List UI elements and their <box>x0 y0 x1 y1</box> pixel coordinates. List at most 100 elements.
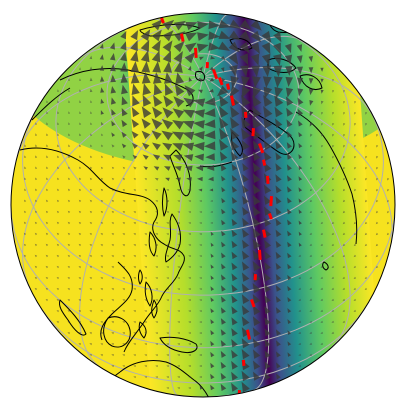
wind-vector-arrow <box>252 162 261 173</box>
wind-vector-arrow <box>375 243 379 247</box>
wind-vector-arrow <box>166 244 169 247</box>
wind-vector-arrow <box>252 76 261 88</box>
wind-vector-arrow <box>35 177 38 181</box>
wind-vector-arrow <box>173 51 183 63</box>
wind-vector-arrow <box>252 283 261 294</box>
wind-vector-arrow <box>354 177 357 181</box>
wind-vector-arrow <box>298 187 303 192</box>
wind-vector-arrow <box>263 140 272 151</box>
wind-vector-arrow <box>264 350 271 359</box>
wind-vector-arrow <box>133 299 136 302</box>
wind-vector-arrow <box>276 362 281 369</box>
highlight-mark <box>205 62 209 69</box>
wind-vector-arrow <box>353 221 357 225</box>
wind-vector-arrow <box>111 120 116 127</box>
wind-vector-arrow <box>353 287 357 290</box>
wind-vector-arrow <box>24 177 27 181</box>
wind-vector-arrow <box>90 144 93 148</box>
highlight-mark <box>241 359 246 366</box>
wind-vector-arrow <box>309 100 314 106</box>
wind-vector-arrow <box>253 371 261 381</box>
wind-vector-arrow <box>242 228 250 238</box>
wind-vector-arrow <box>144 233 147 236</box>
wind-vector-arrow <box>343 112 346 115</box>
wind-vector-arrow <box>252 140 261 150</box>
wind-vector-arrow <box>122 266 125 269</box>
wind-vector-arrow <box>57 177 60 181</box>
wind-vector-arrow <box>287 330 292 335</box>
wind-vector-arrow <box>132 154 138 160</box>
wind-vector-arrow <box>342 298 346 301</box>
wind-vector-arrow <box>199 244 202 246</box>
wind-vector-arrow <box>386 221 390 225</box>
wind-vector-arrow <box>320 221 324 225</box>
wind-vector-arrow <box>142 83 152 96</box>
wind-vector-arrow <box>298 364 301 367</box>
wind-vector-arrow <box>89 332 92 335</box>
wind-vector-arrow <box>263 184 272 194</box>
wind-vector-arrow <box>331 221 335 225</box>
wind-vector-arrow <box>353 210 357 214</box>
wind-vector-arrow <box>231 295 238 304</box>
wind-vector-arrow <box>35 188 38 192</box>
wind-vector-arrow <box>264 295 271 304</box>
wind-vector-arrow <box>100 310 103 313</box>
wind-vector-arrow <box>275 118 283 128</box>
wind-vector-arrow <box>122 177 126 181</box>
wind-vector-arrow <box>320 210 324 214</box>
wind-vector-arrow <box>274 106 283 118</box>
wind-vector-arrow <box>199 211 202 213</box>
wind-vector-arrow <box>342 254 346 258</box>
wind-vector-arrow <box>122 166 126 170</box>
wind-vector-arrow <box>287 297 292 303</box>
wind-vector-arrow <box>386 210 390 214</box>
wind-vector-arrow <box>353 188 357 192</box>
wind-vector-arrow <box>188 211 191 214</box>
wind-vector-arrow <box>111 255 115 258</box>
wind-vector-arrow <box>251 65 260 77</box>
wind-vector-arrow <box>121 131 127 138</box>
wind-vector-arrow <box>287 352 291 357</box>
wind-vector-arrow <box>110 86 117 94</box>
wind-vector-arrow <box>231 218 238 226</box>
wind-vector-arrow <box>239 53 249 66</box>
wind-vector-arrow <box>275 130 282 139</box>
wind-vector-arrow <box>354 144 357 148</box>
wind-vector-arrow <box>78 299 82 302</box>
wind-vector-arrow <box>120 62 128 72</box>
wind-vector-arrow <box>343 90 345 93</box>
wind-vector-arrow <box>331 210 335 214</box>
wind-vector-arrow <box>210 330 215 336</box>
wind-vector-arrow <box>133 178 137 181</box>
wind-vector-arrow <box>133 166 137 170</box>
wind-vector-arrow <box>187 188 192 192</box>
wind-vector-arrow <box>228 53 239 65</box>
wind-vector-arrow <box>144 332 147 335</box>
wind-vector-arrow <box>175 72 184 84</box>
wind-vector-arrow <box>219 95 229 107</box>
wind-vector-arrow <box>89 177 93 181</box>
wind-vector-arrow <box>376 155 379 159</box>
wind-vector-arrow <box>387 177 390 181</box>
wind-vector-arrow <box>188 310 191 312</box>
wind-vector-arrow <box>166 376 169 379</box>
wind-vector-arrow <box>275 174 282 183</box>
wind-vector-arrow <box>111 132 116 137</box>
wind-vector-arrow <box>144 266 147 269</box>
wind-vector-arrow <box>309 177 313 181</box>
wind-vector-arrow <box>133 244 136 247</box>
wind-vector-arrow <box>239 30 251 42</box>
wind-vector-arrow <box>100 199 104 203</box>
wind-vector-arrow <box>364 265 368 269</box>
wind-vector-arrow <box>100 210 104 214</box>
wind-vector-arrow <box>193 98 206 107</box>
wind-vector-arrow <box>386 232 390 236</box>
wind-vector-arrow <box>177 321 180 323</box>
wind-vector-arrow <box>163 61 172 73</box>
wind-vector-arrow <box>100 87 105 93</box>
wind-vector-arrow <box>342 287 346 290</box>
wind-vector-arrow <box>188 321 191 323</box>
wind-vector-arrow <box>242 239 250 249</box>
wind-vector-arrow <box>111 354 114 357</box>
wind-vector-arrow <box>141 118 151 129</box>
